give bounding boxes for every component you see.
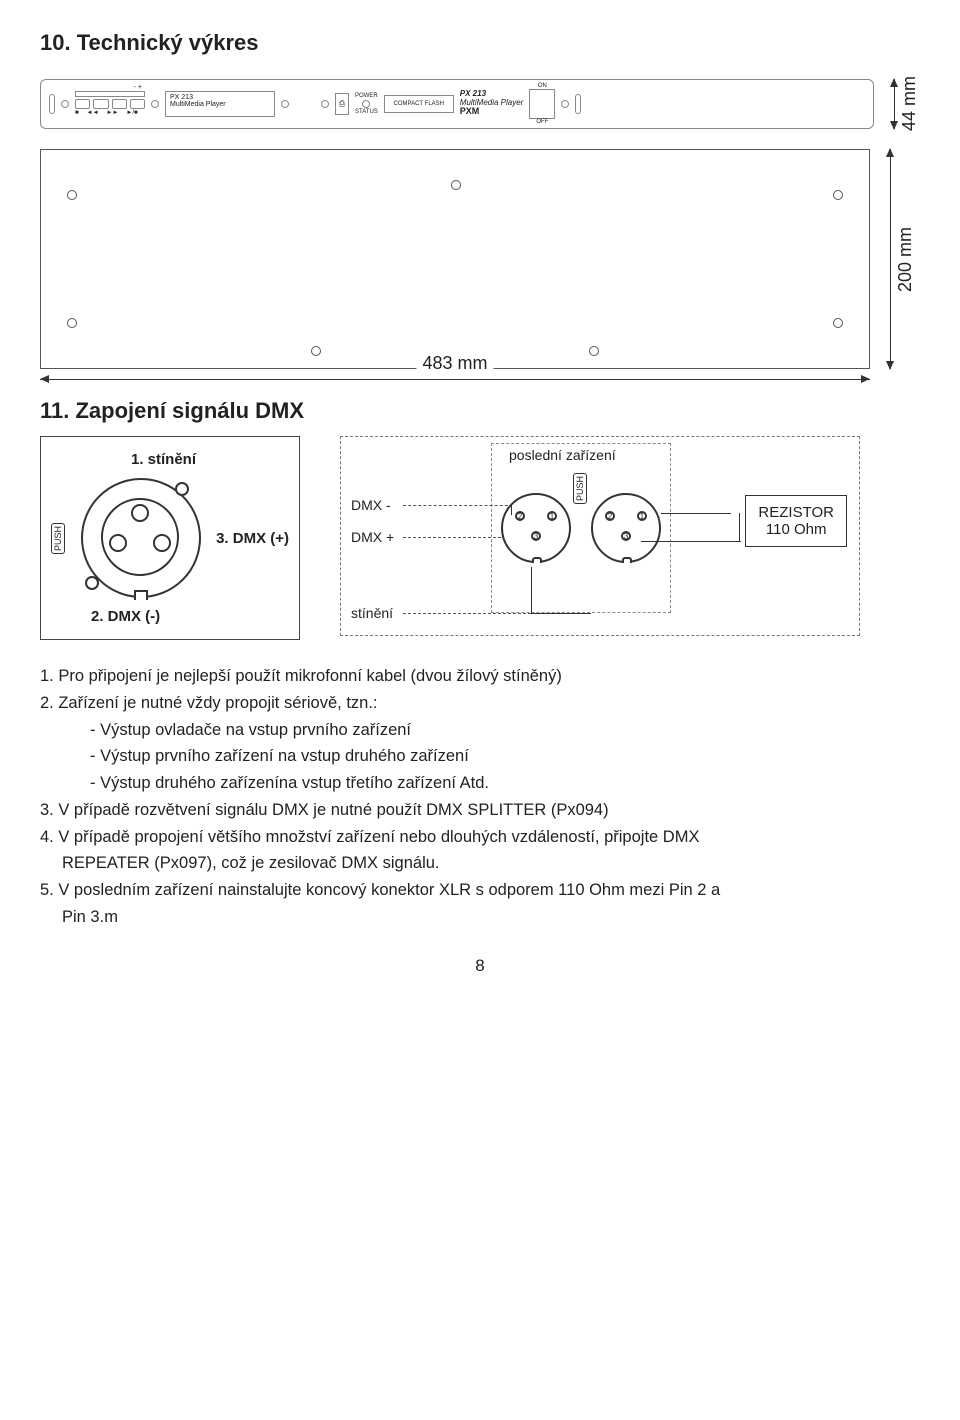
dmx-minus-label: DMX - [351, 497, 391, 513]
status-label: STATUS [355, 109, 378, 115]
resistor-label-2: 110 Ohm [758, 521, 834, 538]
dmx-plus-label: DMX + [351, 529, 394, 545]
lcd-line1: PX 213 [170, 94, 270, 101]
instruction-5b: Pin 3.m [40, 905, 920, 930]
section-11-title: 11. Zapojení signálu DMX [40, 398, 920, 424]
instruction-3: 3. V případě rozvětvení signálu DMX je n… [40, 798, 920, 823]
xlr-pinout-panel: 1. stínění PUSH 3. DMX (+) 2. DMX (-) [40, 436, 300, 640]
screw-hole [67, 318, 77, 328]
brand-block: PX 213 MultiMedia Player PXM [460, 90, 524, 117]
dim-44mm: 44 mm [899, 76, 920, 131]
dim-483mm: 483 mm [416, 353, 493, 374]
screw-hole [589, 346, 599, 356]
rack-slot-left [49, 94, 55, 114]
last-device-label: poslední zařízení [509, 447, 616, 463]
dim-width: 483 mm [40, 379, 870, 380]
dim-arrow-200 [890, 149, 891, 369]
pin-1 [131, 504, 149, 522]
pin1-label: 1. stínění [131, 451, 289, 468]
lcd-display: PX 213 MultiMedia Player [165, 91, 275, 117]
screw-hole [833, 190, 843, 200]
transport-btn [75, 99, 90, 109]
instruction-2c: - Výstup druhého zařízenína vstup třetíh… [40, 771, 920, 796]
mini-xlr-1: 2 1 3 [501, 493, 571, 563]
instruction-2: 2. Zařízení je nutné vždy propojit sério… [40, 691, 920, 716]
page-number: 8 [40, 956, 920, 976]
screw-hole [451, 180, 461, 190]
pin-3 [153, 534, 171, 552]
instructions-list: 1. Pro připojení je nejlepší použít mikr… [40, 664, 920, 930]
dim-200mm: 200 mm [895, 227, 916, 292]
resistor-box: REZISTOR 110 Ohm [745, 495, 847, 547]
instruction-4b: REPEATER (Px097), což je zesilovač DMX s… [40, 851, 920, 876]
power-label: POWER [355, 93, 378, 99]
section-10-title: 10. Technický výkres [40, 30, 920, 56]
usb-icon: ⎙ [335, 93, 349, 115]
push-label: PUSH [51, 523, 65, 554]
instruction-2a: - Výstup ovladače na vstup prvního zaříz… [40, 718, 920, 743]
shield-label: stínění [351, 605, 393, 621]
cf-slot: COMPACT FLASH [384, 95, 454, 113]
screw-hole [67, 190, 77, 200]
push-label-small: PUSH [573, 473, 587, 504]
instruction-4a: 4. V případě propojení většího množství … [40, 825, 920, 850]
instruction-1: 1. Pro připojení je nejlepší použít mikr… [40, 664, 920, 689]
mini-xlr-2: 2 1 3 [591, 493, 661, 563]
wiring-diagram: poslední zařízení PUSH DMX - DMX + stíně… [340, 436, 860, 636]
pin3-label: 3. DMX (+) [216, 530, 289, 547]
screw-hole [311, 346, 321, 356]
power-switch [529, 89, 555, 119]
dim-arrow-44 [894, 79, 895, 129]
instruction-2b: - Výstup prvního zařízení na vstup druhé… [40, 744, 920, 769]
screw-hole [833, 318, 843, 328]
transport-btn [130, 99, 145, 109]
xlr-connector-diagram [81, 478, 201, 598]
hole [281, 100, 289, 108]
pin-2 [109, 534, 127, 552]
resistor-label-1: REZISTOR [758, 504, 834, 521]
transport-btn [112, 99, 127, 109]
hole [151, 100, 159, 108]
instruction-5a: 5. V posledním zařízení nainstalujte kon… [40, 878, 920, 903]
rack-slot-right [575, 94, 581, 114]
pin2-label: 2. DMX (-) [91, 608, 289, 625]
hole [321, 100, 329, 108]
hole [561, 100, 569, 108]
rear-panel-outline [40, 149, 870, 369]
device-front-panel: - + ■◄◄►►►/■ PX 213 MultiMedia Player ⎙ … [40, 79, 874, 129]
power-led [362, 100, 370, 108]
transport-btn [93, 99, 108, 109]
hole [61, 100, 69, 108]
off-label: OFF [529, 119, 555, 125]
lcd-line2: MultiMedia Player [170, 101, 270, 108]
